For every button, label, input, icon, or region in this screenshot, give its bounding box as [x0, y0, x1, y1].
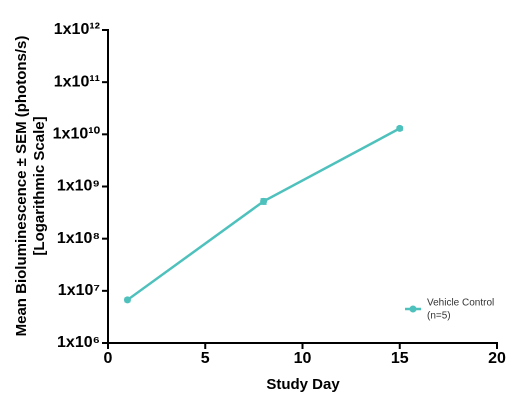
y-tick-label: 1x10⁹: [57, 178, 100, 195]
data-point: [260, 197, 268, 205]
x-tick-label: 20: [488, 350, 506, 367]
x-tick-label: 15: [391, 350, 409, 367]
legend-marker: [409, 305, 417, 313]
x-tick-label: 5: [201, 350, 210, 367]
y-tick-label: 1x10¹⁰: [53, 126, 101, 143]
y-tick-label: 1x10⁷: [58, 282, 100, 299]
y-tick-label: 1x10¹¹: [54, 73, 100, 90]
x-tick-label: 10: [294, 350, 312, 367]
y-tick-label: 1x10¹²: [54, 21, 100, 38]
x-axis-title: Study Day: [266, 376, 340, 393]
y-tick-label: 1x10⁸: [57, 230, 100, 247]
y-axis-title: Mean Bioluminescence ± SEM (photons/s): [13, 36, 30, 337]
y-tick-label: 1x10⁶: [57, 334, 100, 351]
data-point: [396, 124, 404, 132]
x-tick-label: 0: [104, 350, 113, 367]
y-axis-title: [Logarithmic Scale]: [31, 116, 48, 255]
legend-note: (n=5): [427, 311, 451, 322]
data-point: [123, 296, 131, 304]
legend-label: Vehicle Control: [427, 298, 494, 309]
series-line: [126, 127, 401, 301]
